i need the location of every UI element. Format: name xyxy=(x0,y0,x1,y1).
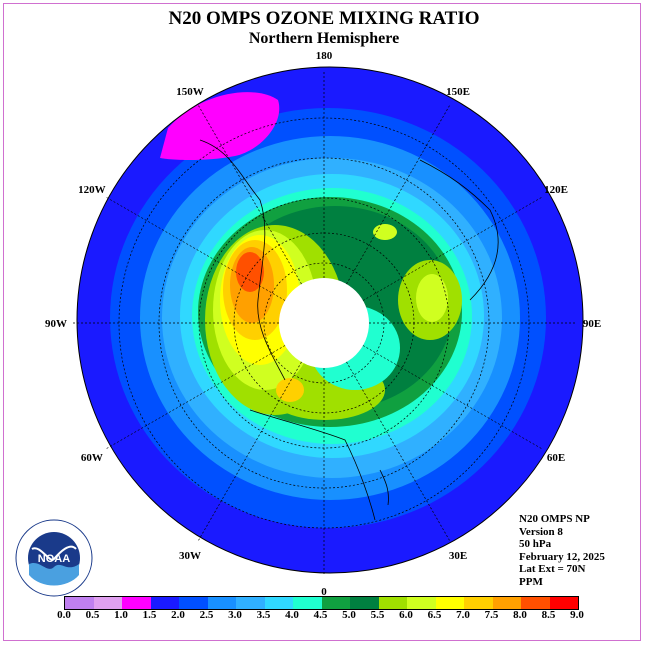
meridian-line xyxy=(104,345,286,450)
parallel-circle xyxy=(263,262,385,384)
info-version: Version 8 xyxy=(519,525,563,538)
colorbar-swatch xyxy=(407,597,436,609)
colorbar-swatch xyxy=(378,597,407,609)
parallel-circle xyxy=(158,157,490,489)
coastlines xyxy=(199,139,499,521)
colorbar-tick-label: 1.0 xyxy=(114,609,128,621)
meridian-line xyxy=(197,361,302,543)
colorbar-tick-label: 8.5 xyxy=(541,609,556,621)
longitude-label: 120W xyxy=(78,184,106,196)
colorbar-tick-label: 2.0 xyxy=(171,609,185,621)
colorbar-swatch xyxy=(150,597,179,609)
colorbar-swatch xyxy=(464,597,493,609)
parallel-circle xyxy=(118,117,530,529)
meridian-line xyxy=(346,361,451,543)
colorbar-tick-label: 9.0 xyxy=(570,609,584,621)
info-product: N20 OMPS NP xyxy=(519,513,590,525)
colorbar-swatch xyxy=(549,597,578,609)
map-subtitle: Northern Hemisphere xyxy=(248,30,400,47)
colorbar-tick-label: 3.0 xyxy=(228,609,242,621)
colorbar-tick-label: 7.5 xyxy=(484,609,499,621)
parallel-circle xyxy=(233,232,415,414)
colorbar-tick-label: 6.0 xyxy=(399,609,413,621)
longitude-label: 150E xyxy=(446,86,470,98)
colorbar-swatch xyxy=(93,597,122,609)
noaa-logo: NOAA xyxy=(15,519,93,597)
info-level: 50 hPa xyxy=(519,538,552,551)
longitude-label: 30E xyxy=(449,550,467,562)
info-lat-ext: Lat Ext = 70N xyxy=(519,563,586,576)
longitude-label: 150W xyxy=(176,86,204,98)
colorbar-swatch xyxy=(207,597,236,609)
meridian-line xyxy=(197,103,302,285)
colorbar-swatch xyxy=(179,597,208,609)
longitude-label: 60W xyxy=(81,452,103,464)
meridian-line xyxy=(362,345,544,450)
colorbar-tick-label: 3.5 xyxy=(256,609,271,621)
colorbar-tick-label: 4.5 xyxy=(313,609,328,621)
colorbar-tick-label: 7.0 xyxy=(456,609,470,621)
colorbar-swatch xyxy=(65,597,94,609)
longitude-label: 120E xyxy=(544,184,568,196)
colorbar-swatch xyxy=(350,597,379,609)
colorbar-swatch xyxy=(435,597,464,609)
logo-text: NOAA xyxy=(38,553,70,565)
colorbar-swatch xyxy=(122,597,151,609)
colorbar-swatch xyxy=(293,597,322,609)
meridian-line xyxy=(104,196,286,301)
colorbar-swatch xyxy=(492,597,521,609)
colorbar-tick-label: 0.0 xyxy=(57,609,71,621)
colorbar-tick-label: 1.5 xyxy=(142,609,157,621)
colorbar-tick-label: 2.5 xyxy=(199,609,214,621)
meridian-line xyxy=(362,196,544,301)
colorbar-tick-label: 5.5 xyxy=(370,609,385,621)
colorbar-swatch xyxy=(264,597,293,609)
globe-outline xyxy=(76,66,584,574)
colorbar-swatch xyxy=(521,597,550,609)
longitude-label: 0 xyxy=(321,586,327,598)
parallel-circle xyxy=(198,197,450,449)
colorbar-tick-label: 8.0 xyxy=(513,609,527,621)
map-title: N20 OMPS OZONE MIXING RATIO xyxy=(168,8,480,29)
info-units: PPM xyxy=(519,575,543,588)
polar-mask xyxy=(279,278,369,368)
colorbar xyxy=(64,596,579,610)
colorbar-swatch xyxy=(321,597,350,609)
colorbar-tick-label: 4.0 xyxy=(285,609,299,621)
colorbar-swatch xyxy=(236,597,265,609)
longitude-label: 90W xyxy=(45,318,67,330)
info-block: N20 OMPS NP Version 8 50 hPa February 12… xyxy=(519,513,605,589)
longitude-label: 30W xyxy=(179,550,201,562)
longitude-labels: 90E 60E 30E 0 30W 60W 90W 120W 150W 180 150E 120E xyxy=(45,50,601,598)
colorbar-tick-label: 0.5 xyxy=(85,609,100,621)
meridian-line xyxy=(346,103,451,285)
colorbar-tick-label: 6.5 xyxy=(427,609,442,621)
longitude-label: 180 xyxy=(316,50,333,62)
info-date: February 12, 2025 xyxy=(519,550,605,563)
colorbar-tick-label: 5.0 xyxy=(342,609,356,621)
figure-frame xyxy=(3,3,641,641)
longitude-label: 60E xyxy=(547,452,565,464)
graticule xyxy=(71,70,577,576)
longitude-label: 90E xyxy=(583,318,601,330)
